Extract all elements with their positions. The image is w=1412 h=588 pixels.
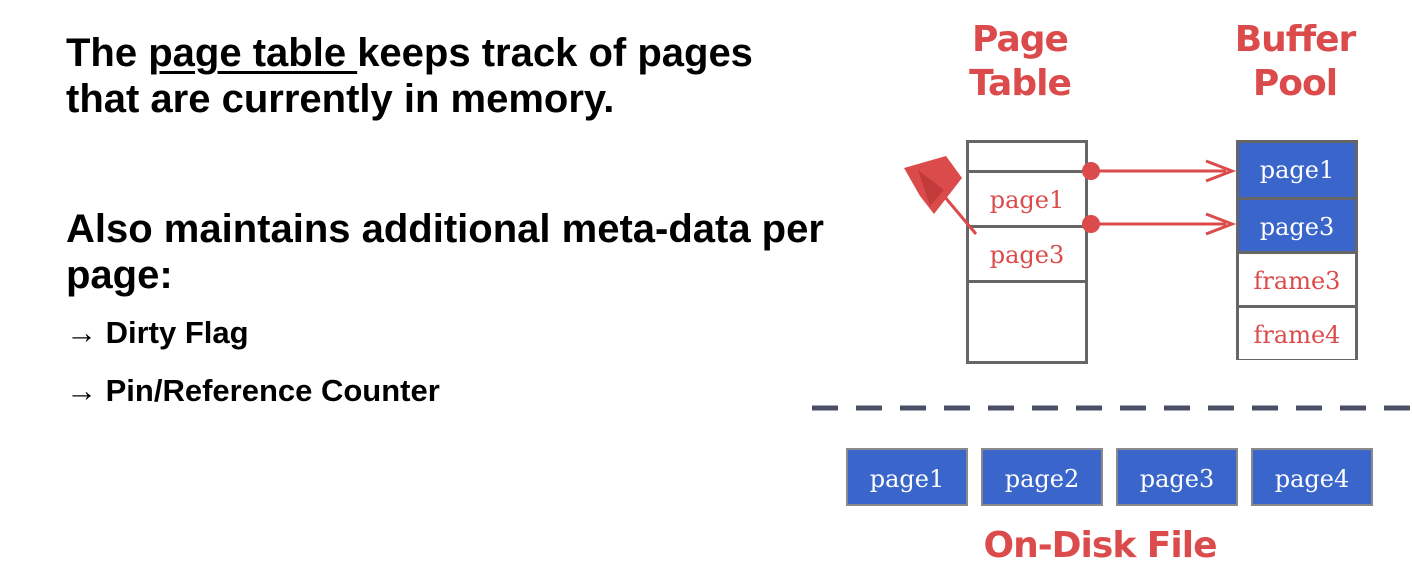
buffer-pool-heading: Buffer Pool bbox=[1210, 18, 1380, 106]
p1-after: keeps track of pages that are currently … bbox=[66, 31, 753, 121]
buffer-pool-heading-line2: Pool bbox=[1252, 63, 1338, 104]
page-table-heading-line1: Page bbox=[972, 19, 1069, 60]
bullet-pin-counter: → Pin/Reference Counter bbox=[66, 373, 440, 408]
page-table: page1 page3 bbox=[966, 140, 1088, 364]
buffer-pool: page1 page3 frame3 frame4 bbox=[1236, 140, 1358, 360]
bullet-dirty-flag: → Dirty Flag bbox=[66, 315, 249, 350]
page-table-heading-line2: Table bbox=[969, 63, 1072, 104]
p1-before: The bbox=[66, 31, 149, 75]
disk-file-heading: On-Disk File bbox=[983, 525, 1218, 566]
buffer-frame-frame4: frame4 bbox=[1239, 305, 1355, 359]
buffer-pool-heading-line1: Buffer bbox=[1234, 19, 1357, 60]
metadata-list: → Dirty Flag → Pin/Reference Counter bbox=[66, 304, 826, 420]
description-text: The page table keeps track of pages that… bbox=[66, 30, 826, 420]
buffer-frame-page3: page3 bbox=[1239, 197, 1355, 251]
metadata-description: Also maintains additional meta-data per … bbox=[66, 207, 824, 297]
disk-page-4: page4 bbox=[1251, 448, 1373, 506]
buffer-frame-page1: page1 bbox=[1239, 143, 1355, 197]
buffer-frame-frame3: frame3 bbox=[1239, 251, 1355, 305]
arrow-head-page1 bbox=[1205, 159, 1237, 183]
arrow-head-page3 bbox=[1205, 212, 1237, 236]
page-table-description: The page table keeps track of pages that… bbox=[66, 30, 826, 122]
page-table-term: page table bbox=[148, 31, 358, 75]
page-table-top-gap bbox=[969, 143, 1085, 170]
page-table-entry: page1 bbox=[969, 170, 1085, 225]
disk-page-2: page2 bbox=[981, 448, 1103, 506]
disk-page-1: page1 bbox=[846, 448, 968, 506]
disk-page-3: page3 bbox=[1116, 448, 1238, 506]
page-table-entry: page3 bbox=[969, 225, 1085, 280]
page-table-entry bbox=[969, 280, 1085, 335]
page-table-heading: Page Table bbox=[940, 18, 1100, 106]
